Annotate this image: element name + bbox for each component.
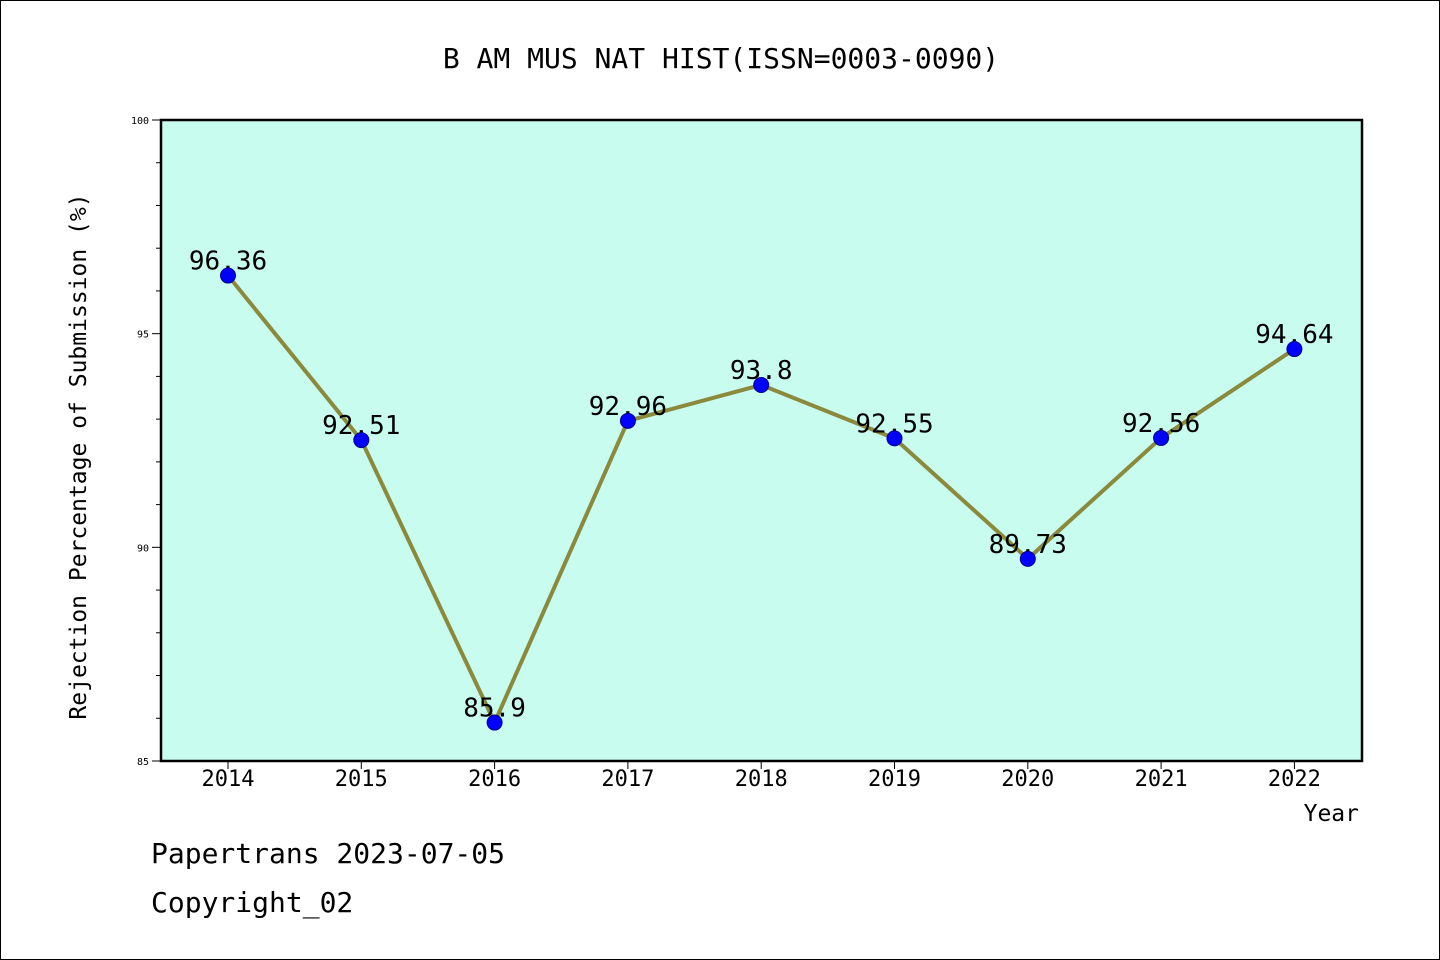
x-tick-label: 2016 (468, 767, 521, 792)
data-point (353, 432, 370, 449)
data-point (1286, 341, 1303, 358)
y-axis-label: Rejection Percentage of Submission (%) (66, 193, 92, 719)
data-point (753, 376, 770, 393)
x-tick-label: 2015 (335, 767, 388, 792)
y-tick-label: 100 (131, 116, 149, 127)
x-tick-label: 2019 (868, 767, 921, 792)
y-tick-label: 95 (137, 330, 149, 341)
footer-copyright: Copyright_02 (151, 886, 354, 919)
chart-title: B AM MUS NAT HIST(ISSN=0003-0090) (443, 42, 999, 75)
data-point (1019, 550, 1036, 567)
x-tick-label: 2022 (1268, 767, 1321, 792)
y-tick-label: 90 (137, 543, 149, 554)
series-layer: 96.3692.5185.992.9693.892.5589.7392.5694… (189, 247, 1334, 731)
data-point (886, 430, 903, 447)
x-axis-label: Year (1304, 801, 1359, 827)
x-tick-label: 2017 (601, 767, 654, 792)
y-tick-label: 85 (137, 757, 149, 768)
data-point (619, 412, 636, 429)
data-point (486, 714, 503, 731)
x-axis: 2014 2015 2016 2017 2018 2019 2020 2021 2022 (202, 761, 1321, 792)
footer-date: Papertrans 2023-07-05 (151, 837, 506, 870)
plot-border (159, 118, 1364, 763)
data-point (1153, 429, 1170, 446)
y-axis: 85 90 95 100 (131, 116, 161, 768)
x-tick-label: 2021 (1135, 767, 1188, 792)
data-point (220, 267, 236, 284)
x-tick-label: 2014 (202, 767, 255, 792)
x-tick-label: 2018 (735, 767, 788, 792)
x-tick-label: 2020 (1001, 767, 1054, 792)
